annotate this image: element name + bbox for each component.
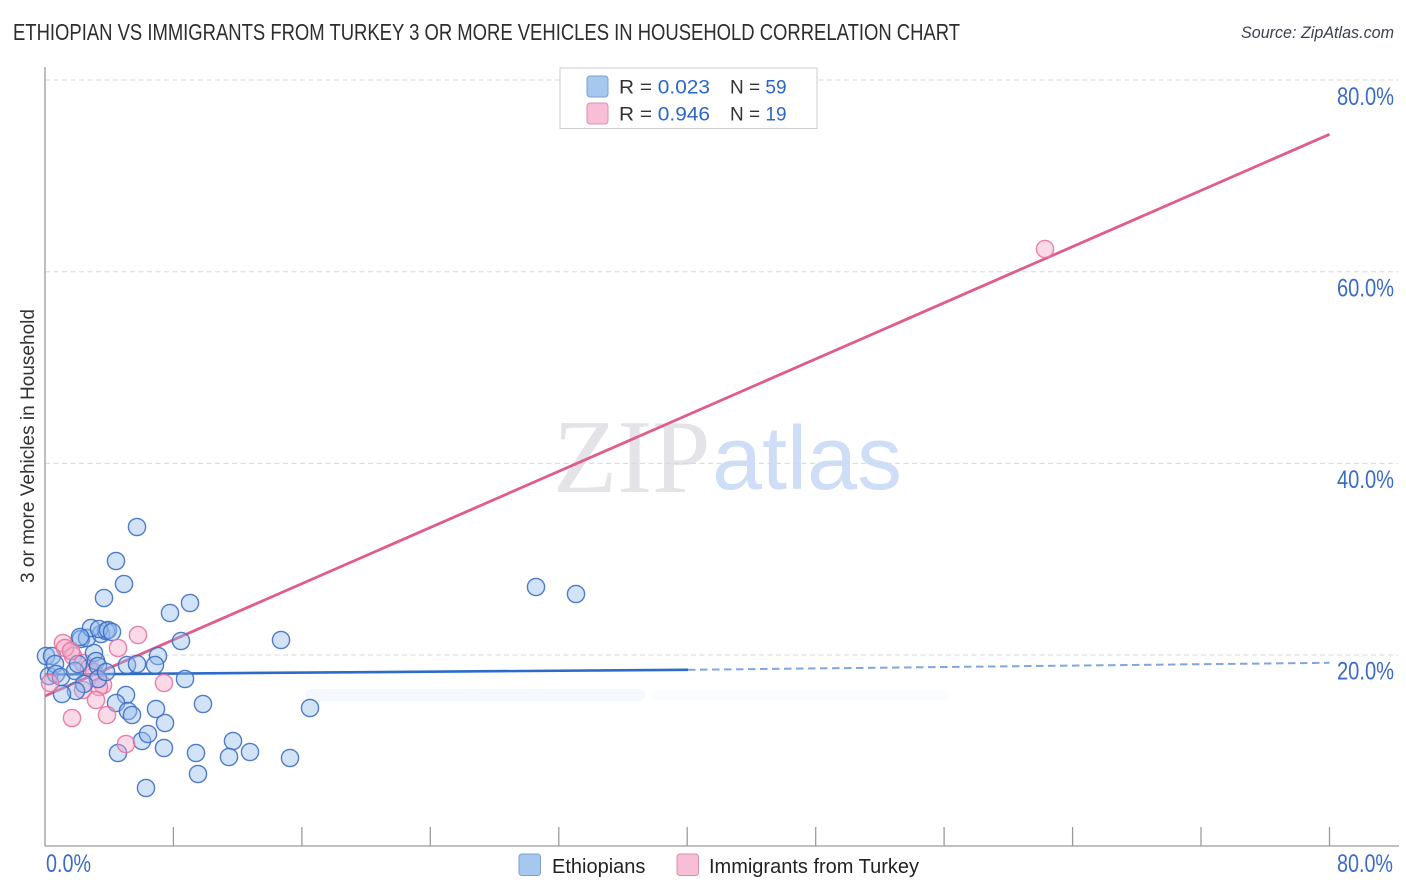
svg-text:N = 19: N = 19: [730, 105, 787, 126]
svg-text:N = 59: N = 59: [730, 78, 787, 99]
svg-text:Immigrants from Turkey: Immigrants from Turkey: [709, 856, 919, 878]
svg-text:Source: ZipAtlas.com: Source: ZipAtlas.com: [1241, 23, 1394, 42]
svg-text:atlas: atlas: [712, 409, 902, 509]
svg-text:60.0%: 60.0%: [1337, 275, 1394, 303]
svg-text:80.0%: 80.0%: [1337, 83, 1394, 111]
svg-text:R = 0.946: R = 0.946: [619, 105, 710, 126]
svg-text:0.0%: 0.0%: [46, 850, 91, 878]
svg-text:20.0%: 20.0%: [1337, 658, 1394, 686]
svg-text:Ethiopians: Ethiopians: [552, 856, 645, 878]
svg-text:80.0%: 80.0%: [1337, 850, 1393, 878]
svg-text:ETHIOPIAN VS IMMIGRANTS FROM T: ETHIOPIAN VS IMMIGRANTS FROM TURKEY 3 OR…: [13, 19, 960, 45]
svg-text:3 or more Vehicles in Househol: 3 or more Vehicles in Household: [18, 309, 39, 583]
svg-text:R = 0.023: R = 0.023: [619, 78, 710, 99]
svg-text:40.0%: 40.0%: [1337, 466, 1394, 494]
